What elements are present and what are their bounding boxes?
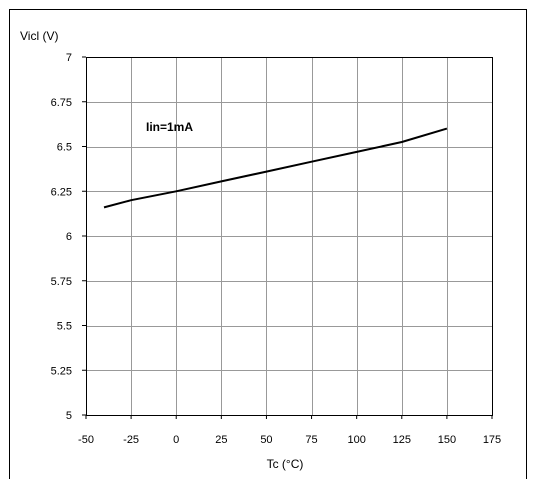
y-tick-label: 5.5 <box>57 321 72 333</box>
y-tick-label: 6.25 <box>51 186 72 198</box>
x-tick-label: 0 <box>173 434 179 446</box>
y-tick-label: 7 <box>66 52 72 64</box>
x-tick-label: 100 <box>347 434 365 446</box>
grid-lines <box>86 57 492 415</box>
x-tick-label: 175 <box>483 434 501 446</box>
series-lines <box>103 127 448 209</box>
y-axis-title: Vicl (V) <box>20 29 58 43</box>
y-tick-label: 6.5 <box>57 142 72 154</box>
y-axis-ticks: 5 5.25 5.5 5.75 6 6.25 6.5 6.75 7 <box>51 52 86 422</box>
y-tick-label: 5.75 <box>51 276 72 288</box>
annotation-label: Iin=1mA <box>146 120 193 134</box>
y-tick-label: 5 <box>66 410 72 422</box>
plot-area-frame <box>86 57 493 416</box>
x-axis-title: Tc (°C) <box>267 457 304 471</box>
annotations: Iin=1mA <box>146 120 193 134</box>
x-axis-ticks: -50 -25 0 25 50 75 100 125 150 175 <box>78 415 501 446</box>
x-tick-label: 75 <box>305 434 317 446</box>
x-tick-label: 50 <box>260 434 272 446</box>
x-tick-label: 150 <box>438 434 456 446</box>
figure-border <box>9 9 527 479</box>
y-tick-label: 6 <box>66 231 72 243</box>
y-tick-label: 5.25 <box>51 365 72 377</box>
x-tick-label: 125 <box>393 434 411 446</box>
series-line <box>103 127 448 209</box>
x-tick-label: -25 <box>123 434 139 446</box>
y-tick-label: 6.75 <box>51 97 72 109</box>
x-tick-label: -50 <box>78 434 94 446</box>
x-tick-label: 25 <box>215 434 227 446</box>
